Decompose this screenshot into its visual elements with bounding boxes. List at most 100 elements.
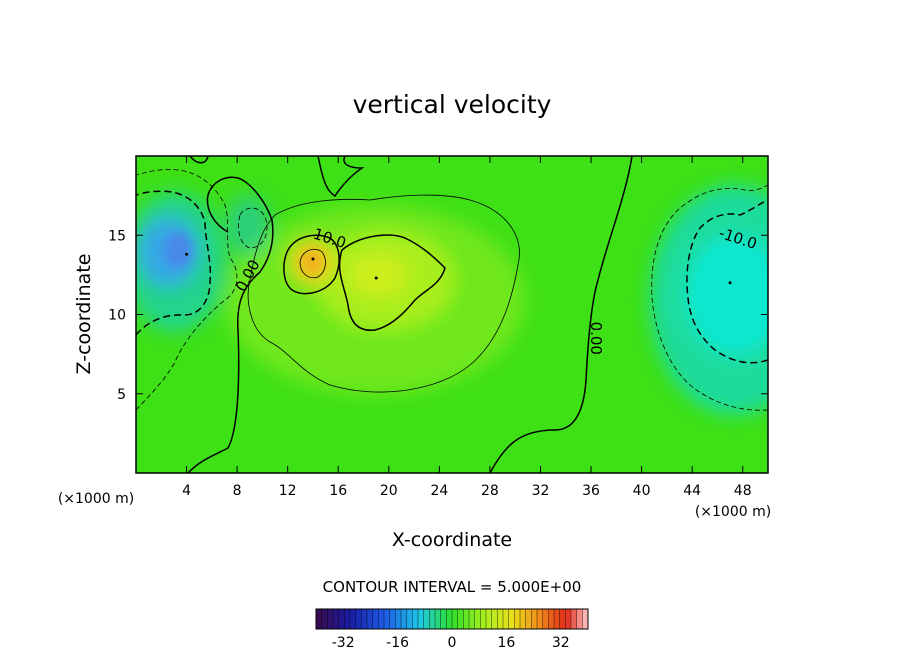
x-tick-label: 40 [633,483,651,499]
y-tick-label: 10 [108,308,126,324]
velocity-field [136,156,768,473]
negative-contour-10-right [686,199,768,364]
colorbar-segment [321,609,328,629]
positive-contour-10-secondary [338,234,446,331]
y-axis-ticks: 5 10 15 [108,228,768,403]
colorbar-segment [491,609,498,629]
colorbar-segment [554,609,561,629]
colorbar-segment [457,609,464,629]
y-tick-label: 5 [117,387,126,403]
chart-title: vertical velocity [353,90,552,119]
colorbar-segment [350,609,357,629]
x-axis-ticks: 4 8 12 16 20 24 28 32 36 40 44 48 [182,156,752,499]
colorbar-tick-label: -16 [386,635,409,651]
colorbar-segment [497,609,504,629]
colorbar-segment [378,609,385,629]
x-unit-left: (×1000 m) [58,491,134,507]
contour-lines [136,156,768,473]
zero-contour-right [489,156,633,473]
colorbar-segment [480,609,487,629]
positive-core-secondary [348,253,408,297]
y-axis-label: Z-coordinate [73,254,95,375]
positive-contour-5 [247,194,520,393]
colorbar-segment [412,609,419,629]
colorbar-segment [327,609,334,629]
x-tick-label: 8 [233,483,242,499]
negative-contour-5-left [136,169,238,411]
negative-region-right-inner [687,235,768,355]
colorbar-segment [389,609,396,629]
positive-peak-primary [300,249,324,275]
x-unit-right: (×1000 m) [695,504,771,520]
colorbar-segment [316,609,323,629]
colorbar-segment [571,609,578,629]
colorbar-tick-label: 32 [552,635,570,651]
x-tick-label: 12 [279,483,297,499]
negative-peak-left [164,232,192,268]
colorbar-segment [576,609,583,629]
colorbar-segment [559,609,566,629]
colorbar-segment [395,609,402,629]
extremum-max-marker [311,257,315,261]
colorbar-segment [344,609,351,629]
colorbar-segment [361,609,368,629]
x-tick-label: 16 [329,483,347,499]
colorbar-segment [418,609,425,629]
colorbar-segment [338,609,345,629]
x-tick-label: 36 [582,483,600,499]
colorbar-segment [582,609,589,629]
x-tick-label: 32 [532,483,550,499]
colorbar-segment [406,609,413,629]
x-tick-label: 48 [734,483,752,499]
colorbar-segment [463,609,470,629]
colorbar-segment [542,609,549,629]
x-tick-label: 28 [481,483,499,499]
x-tick-label: 44 [683,483,701,499]
positive-contour-15 [299,248,326,279]
colorbar-segment [486,609,493,629]
extremum-min-marker [728,281,732,285]
colorbar-tick-label: 16 [497,635,515,651]
colorbar-segment [469,609,476,629]
colorbar-segment [503,609,510,629]
colorbar-tick-label: 0 [448,635,457,651]
extremum-min-marker [185,252,189,256]
x-tick-label: 20 [380,483,398,499]
colorbar-segment [520,609,527,629]
extremum-max-marker [374,276,378,280]
colorbar-segment [423,609,430,629]
colorbar-segment [372,609,379,629]
colorbar-ticks: -32 -16 0 16 32 [332,635,570,651]
negative-contour-5-right [651,184,768,411]
colorbar-segment [452,609,459,629]
x-axis-label: X-coordinate [392,529,512,551]
colorbar-segment [508,609,515,629]
colorbar-segment [440,609,447,629]
zero-contour-left [187,156,274,473]
colorbar-segment [446,609,453,629]
colorbar-segment [525,609,532,629]
colorbar-segment [367,609,374,629]
x-tick-label: 4 [182,483,191,499]
colorbar [315,608,589,630]
colorbar-segment [435,609,442,629]
colorbar-segment [537,609,544,629]
colorbar-segment [429,609,436,629]
colorbar-tick-label: -32 [332,635,355,651]
colorbar-segment [565,609,572,629]
colorbar-segment [401,609,408,629]
negative-patch-top [226,195,270,255]
zero-contour-top [317,156,365,198]
colorbar-segment [514,609,521,629]
y-tick-label: 15 [108,228,126,244]
contour-label: 0.00 [587,322,605,355]
colorbar-segment [531,609,538,629]
colorbar-frame [315,608,589,630]
x-tick-label: 24 [430,483,448,499]
colorbar-segment [474,609,481,629]
colorbar-segment [333,609,340,629]
extrema-markers [185,252,732,285]
contour-interval-text: CONTOUR INTERVAL = 5.000E+00 [323,578,582,596]
negative-contour-10-left [136,190,212,336]
